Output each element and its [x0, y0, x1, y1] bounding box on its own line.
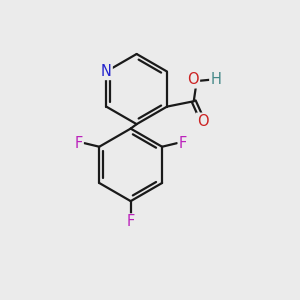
Text: N: N	[101, 64, 112, 79]
Text: F: F	[179, 136, 187, 151]
Text: F: F	[74, 136, 83, 151]
Text: O: O	[187, 72, 199, 87]
Text: O: O	[197, 114, 208, 129]
Text: H: H	[210, 72, 221, 87]
Text: F: F	[127, 214, 135, 230]
